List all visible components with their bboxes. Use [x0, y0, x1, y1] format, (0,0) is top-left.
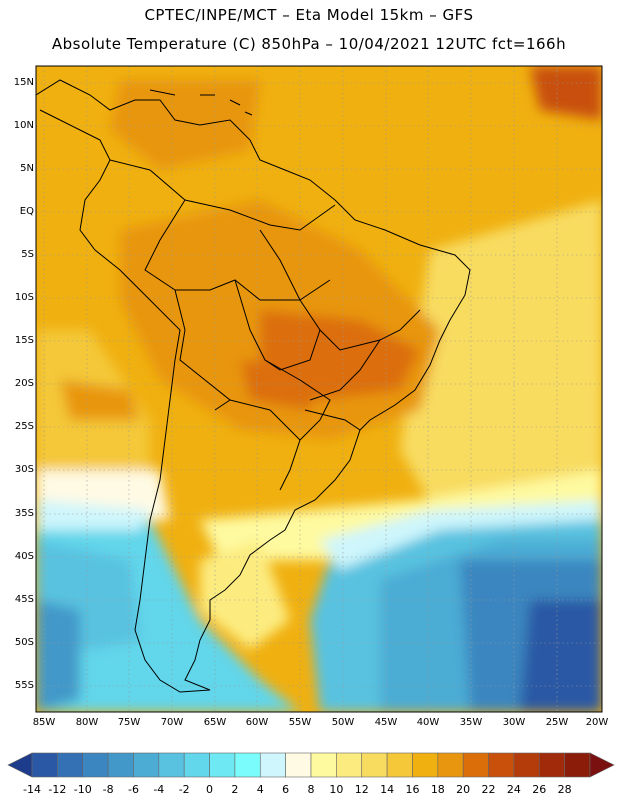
colorbar-label: -2: [178, 783, 190, 796]
colorbar-label: 24: [506, 783, 521, 796]
colorbar-cell: [82, 752, 109, 778]
colorbar-label: 18: [430, 783, 445, 796]
colorbar-cell: [259, 752, 286, 778]
colorbar-high-arrow: [589, 752, 615, 778]
lon-label: 20W: [585, 717, 609, 728]
colorbar-label: 6: [282, 783, 290, 796]
colorbar-label: 26: [532, 783, 547, 796]
colorbar-label: 8: [307, 783, 315, 796]
lat-label: 55S: [14, 680, 34, 691]
colorbar-cell: [538, 752, 565, 778]
colorbar-cell: [412, 752, 439, 778]
colorbar-cell: [336, 752, 363, 778]
colorbar-cell: [488, 752, 515, 778]
country-borders: [109, 159, 361, 491]
lat-label: 15S: [14, 335, 34, 346]
colorbar-label: 10: [329, 783, 344, 796]
colorbar-cell: [513, 752, 540, 778]
lat-label: 30S: [14, 464, 34, 475]
lat-label: 35S: [14, 508, 34, 519]
colorbar-label: 28: [557, 783, 572, 796]
lon-label: 40W: [416, 717, 440, 728]
colorbar-cell: [462, 752, 489, 778]
colorbar-cell: [31, 752, 58, 778]
colorbar-cell: [437, 752, 464, 778]
colorbar-cell: [133, 752, 160, 778]
lon-label: 80W: [75, 717, 99, 728]
colorbar-cell: [234, 752, 261, 778]
colorbar-cell: [107, 752, 134, 778]
colorbar-cell: [209, 752, 236, 778]
lon-label: 30W: [502, 717, 526, 728]
lat-label: EQ: [19, 206, 34, 217]
lat-label: 5N: [20, 163, 34, 174]
colorbar-cell: [361, 752, 388, 778]
map-subtitle: Absolute Temperature (C) 850hPa – 10/04/…: [51, 35, 567, 53]
colorbar-cell: [564, 752, 591, 778]
lon-label: 65W: [203, 717, 227, 728]
lon-label: 50W: [331, 717, 355, 728]
lat-label: 25S: [14, 421, 34, 432]
colorbar: [7, 752, 615, 778]
lat-label: 10S: [14, 292, 34, 303]
lon-label: 60W: [245, 717, 269, 728]
colorbar-cell: [285, 752, 312, 778]
colorbar-cells: [7, 752, 615, 778]
lat-label: 40S: [14, 551, 34, 562]
lon-label: 70W: [160, 717, 184, 728]
lat-label: 50S: [14, 637, 34, 648]
lon-label: 75W: [117, 717, 141, 728]
caribbean-islands: [149, 89, 253, 116]
colorbar-label: -8: [102, 783, 114, 796]
colorbar-cell: [386, 752, 413, 778]
colorbar-label: -10: [73, 783, 92, 796]
colorbar-cell: [158, 752, 185, 778]
colorbar-label: -12: [48, 783, 67, 796]
colorbar-label: -4: [153, 783, 165, 796]
map-title: CPTEC/INPE/MCT – Eta Model 15km – GFS: [144, 6, 474, 24]
colorbar-label: 2: [231, 783, 239, 796]
lat-label: 20S: [14, 378, 34, 389]
lon-label: 25W: [545, 717, 569, 728]
colorbar-label: 4: [256, 783, 264, 796]
colorbar-label: -6: [127, 783, 139, 796]
lon-label: 55W: [288, 717, 312, 728]
lat-label: 45S: [14, 594, 34, 605]
south-america-coastline: [36, 79, 471, 693]
lon-label: 85W: [32, 717, 56, 728]
lat-label: 5S: [21, 249, 34, 260]
brazil-states: [259, 229, 421, 401]
lat-label: 10N: [13, 120, 34, 131]
lon-label: 45W: [374, 717, 398, 728]
colorbar-label: 12: [354, 783, 369, 796]
lat-label: 15N: [13, 77, 34, 88]
lon-label: 35W: [459, 717, 483, 728]
colorbar-cell: [310, 752, 337, 778]
colorbar-low-arrow: [7, 752, 33, 778]
colorbar-label: 14: [380, 783, 395, 796]
colorbar-label: 16: [405, 783, 420, 796]
colorbar-label: 0: [206, 783, 214, 796]
colorbar-label: -14: [23, 783, 41, 796]
colorbar-label: 20: [456, 783, 471, 796]
colorbar-cell: [183, 752, 210, 778]
colorbar-cell: [57, 752, 84, 778]
temperature-map: [35, 65, 603, 713]
colorbar-label: 22: [481, 783, 496, 796]
